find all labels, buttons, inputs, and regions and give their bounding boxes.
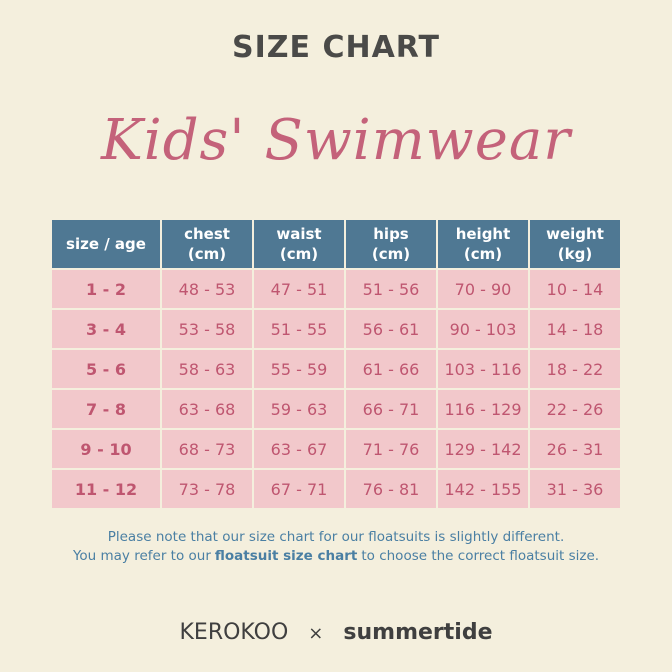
header-row: size / age chest (cm) waist (cm) hips (cm) heig… [50,218,622,270]
table-body: 1 - 2 48 - 53 47 - 51 51 - 56 70 - 90 10 - 14… [50,268,622,510]
note: Please note that our size chart for our … [0,528,672,566]
measure-cell: 63 - 68 [160,388,254,430]
measure-cell: 71 - 76 [344,428,438,470]
header-cell: waist (cm) [252,218,346,270]
table-row: 5 - 6 58 - 63 55 - 59 61 - 66 103 - 116 18 - … [50,348,622,390]
measure-cell: 51 - 55 [252,308,346,350]
table-row: 9 - 10 68 - 73 63 - 67 71 - 76 129 - 142 26 -… [50,428,622,470]
measure-cell: 61 - 66 [344,348,438,390]
size-cell: 3 - 4 [50,308,162,350]
measure-cell: 59 - 63 [252,388,346,430]
measure-cell: 51 - 56 [344,268,438,310]
size-cell: 11 - 12 [50,468,162,510]
note-line: You may refer to our floatsuit size chart… [0,547,672,566]
measure-cell: 90 - 103 [436,308,530,350]
measure-cell: 53 - 58 [160,308,254,350]
header-cell: size / age [50,218,162,270]
measure-cell: 26 - 31 [528,428,622,470]
measure-cell: 66 - 71 [344,388,438,430]
header-label: size / age [66,235,146,253]
measure-cell: 55 - 59 [252,348,346,390]
measure-cell: 22 - 26 [528,388,622,430]
size-cell: 9 - 10 [50,428,162,470]
table-row: 1 - 2 48 - 53 47 - 51 51 - 56 70 - 90 10 - 14 [50,268,622,310]
measure-cell: 129 - 142 [436,428,530,470]
header-cell: chest (cm) [160,218,254,270]
measure-cell: 67 - 71 [252,468,346,510]
header-cell: height (cm) [436,218,530,270]
measure-cell: 103 - 116 [436,348,530,390]
footer: KEROKOO × summertide [0,620,672,645]
note-line: Please note that our size chart for our … [107,529,565,545]
table-row: 7 - 8 63 - 68 59 - 63 66 - 71 116 - 129 22 - … [50,388,622,430]
measure-cell: 31 - 36 [528,468,622,510]
header-label: height [455,225,511,243]
header-unit: (cm) [279,245,319,263]
subtitle: Kids' Swimwear [100,108,572,173]
note-text: You may refer to our [72,548,211,564]
note-text: to choose the correct floatsuit size. [361,548,600,564]
header-label: weight [546,225,604,243]
measure-cell: 48 - 53 [160,268,254,310]
header-unit: (cm) [463,245,503,263]
measure-cell: 63 - 67 [252,428,346,470]
title: SIZE CHART [231,30,441,65]
header-unit: (cm) [371,245,411,263]
measure-cell: 116 - 129 [436,388,530,430]
size-cell: 1 - 2 [50,268,162,310]
size-cell: 5 - 6 [50,348,162,390]
measure-cell: 14 - 18 [528,308,622,350]
measure-cell: 70 - 90 [436,268,530,310]
table-row: 11 - 12 73 - 78 67 - 71 76 - 81 142 - 155 31 … [50,468,622,510]
measure-cell: 58 - 63 [160,348,254,390]
brand-logo: KEROKOO [179,620,289,645]
size-table: size / age chest (cm) waist (cm) hips (cm) heig… [50,218,622,510]
header-cell: hips (cm) [344,218,438,270]
measure-cell: 18 - 22 [528,348,622,390]
measure-cell: 142 - 155 [436,468,530,510]
header-cell: weight (kg) [528,218,622,270]
note-link[interactable]: floatsuit size chart [214,548,358,564]
measure-cell: 68 - 73 [160,428,254,470]
measure-cell: 76 - 81 [344,468,438,510]
measure-cell: 47 - 51 [252,268,346,310]
separator: × [308,623,324,644]
measure-cell: 10 - 14 [528,268,622,310]
header-unit: (kg) [557,245,593,263]
size-cell: 7 - 8 [50,388,162,430]
table-row: 3 - 4 53 - 58 51 - 55 56 - 61 90 - 103 14 - 1… [50,308,622,350]
measure-cell: 73 - 78 [160,468,254,510]
measure-cell: 56 - 61 [344,308,438,350]
header-label: chest [184,225,230,243]
header-unit: (cm) [187,245,227,263]
brand-logo: summertide [343,620,493,645]
header-label: waist [276,225,322,243]
header-label: hips [373,225,409,243]
